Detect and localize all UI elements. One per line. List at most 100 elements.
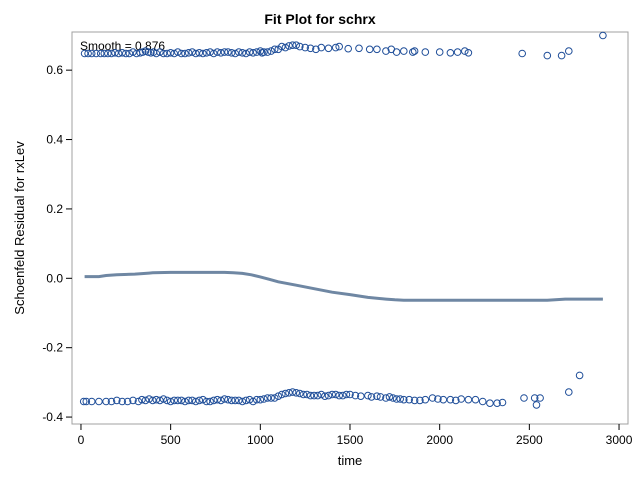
residual-point [170, 49, 178, 58]
residual-point [306, 44, 315, 53]
residual-point [123, 397, 132, 406]
residual-point [111, 49, 119, 57]
residual-point [224, 395, 232, 404]
x-axis: 0 500 1000 1500 2000 2500 3000 [78, 424, 633, 447]
residual-point [100, 49, 109, 58]
residual-point [536, 394, 544, 402]
residual-point [351, 391, 360, 400]
residual-point [357, 392, 365, 401]
residual-point [446, 395, 455, 404]
x-tick-label: 0 [78, 433, 85, 447]
residual-point [498, 398, 507, 407]
residual-point [410, 47, 419, 55]
residual-point [249, 49, 257, 57]
residual-point [95, 397, 103, 406]
residual-point [288, 41, 297, 50]
residual-point [206, 48, 214, 56]
residual-point [434, 395, 442, 403]
residual-point [575, 371, 584, 380]
residual-point [292, 389, 301, 397]
residual-point [122, 49, 130, 58]
residual-point [102, 397, 110, 406]
residual-point [220, 395, 229, 403]
residual-point [224, 48, 232, 56]
residual-point [104, 49, 112, 58]
plot-frame [71, 31, 629, 425]
residual-point [245, 395, 254, 404]
residual-point [156, 48, 164, 56]
residual-point [156, 396, 164, 405]
residual-point [195, 396, 204, 405]
residual-point [235, 48, 243, 56]
residual-point [267, 47, 275, 55]
residual-point [518, 49, 527, 58]
residual-point [355, 44, 363, 53]
residual-point [296, 389, 304, 398]
y-tick-label: 0.2 [46, 202, 63, 216]
residual-point [328, 390, 336, 399]
residual-point [376, 393, 385, 401]
residual-point [184, 49, 193, 57]
residual-point [188, 48, 196, 56]
residual-point [263, 48, 272, 56]
residual-point [303, 390, 311, 399]
residual-point [242, 396, 250, 405]
residual-point [82, 397, 91, 406]
residual-point [159, 395, 168, 403]
residual-point [227, 49, 236, 57]
residual-point [543, 51, 552, 60]
residual-point [166, 397, 175, 406]
residual-point [346, 390, 354, 399]
residual-point [285, 389, 293, 397]
residual-point [256, 395, 265, 404]
residual-point [242, 49, 250, 58]
residual-point [134, 397, 143, 406]
residual-point [335, 42, 344, 51]
residual-point [435, 48, 444, 56]
residual-point [557, 51, 566, 60]
residual-point [471, 395, 480, 404]
residual-point [113, 396, 121, 405]
residual-point [87, 397, 96, 406]
residual-point [285, 42, 293, 50]
residual-point [382, 47, 390, 55]
y-tick-label: 0.0 [46, 271, 63, 285]
residual-point [310, 391, 318, 400]
residual-point [217, 396, 225, 405]
residual-point [252, 48, 261, 56]
residual-point [299, 390, 308, 399]
residual-point [385, 393, 394, 401]
residual-point [270, 394, 279, 402]
residual-point [260, 48, 268, 56]
residual-point [373, 392, 381, 401]
residual-point [96, 49, 105, 58]
residual-point [107, 49, 116, 58]
residual-point [324, 44, 333, 53]
residual-point [227, 396, 236, 405]
residual-point [486, 399, 494, 408]
residual-point [118, 397, 126, 406]
y-axis: -0.4 -0.2 0.0 0.2 0.4 0.6 [42, 63, 72, 424]
residual-point [202, 397, 211, 406]
residual-point [213, 395, 222, 404]
residual-point [421, 395, 430, 404]
y-tick-label: 0.4 [46, 133, 63, 147]
residual-point [260, 395, 268, 403]
residual-point [409, 48, 417, 56]
residual-point [321, 392, 329, 401]
residual-point [392, 395, 401, 403]
residual-point [281, 43, 290, 52]
residual-point [457, 395, 466, 403]
residual-point [464, 49, 473, 57]
residual-point [199, 49, 207, 58]
residual-point [148, 396, 157, 405]
residual-point [79, 397, 88, 406]
residual-point [364, 391, 372, 400]
residual-point [195, 49, 204, 57]
residual-point [281, 389, 290, 398]
residual-point [274, 392, 283, 401]
residual-point [335, 391, 344, 400]
residual-point [342, 390, 351, 399]
residual-point [421, 48, 430, 56]
